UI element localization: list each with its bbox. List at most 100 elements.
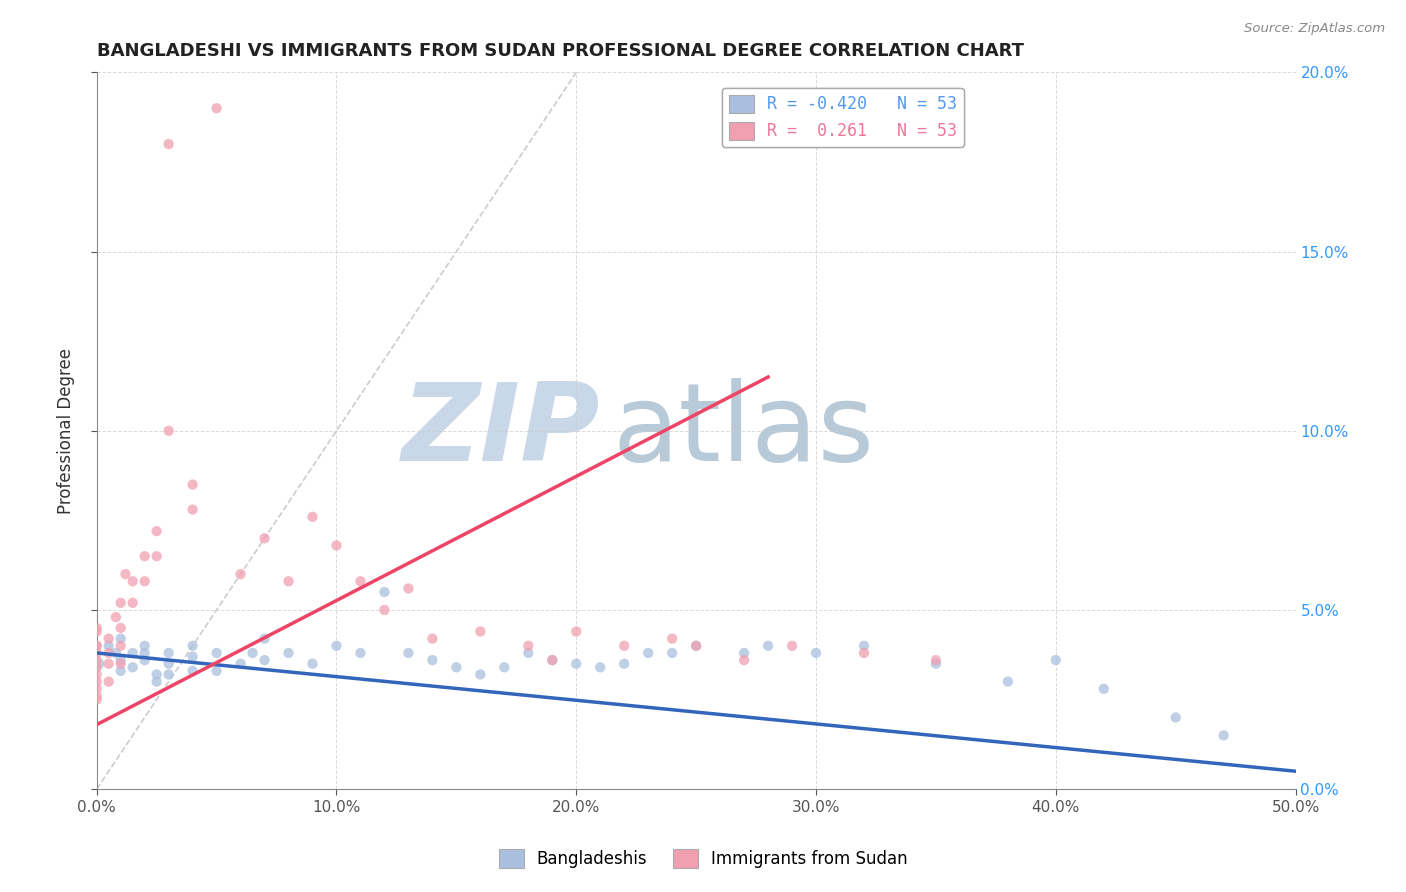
Point [110, 653, 132, 667]
Point [86, 674, 108, 689]
Point [396, 646, 419, 660]
Point [121, 574, 143, 589]
Point [349, 646, 371, 660]
Point [157, 646, 180, 660]
Point [205, 664, 228, 678]
Point [277, 574, 299, 589]
Point [86, 639, 108, 653]
Point [373, 603, 395, 617]
Point [157, 657, 180, 671]
Point [685, 639, 707, 653]
Point [422, 632, 444, 646]
Point [301, 657, 323, 671]
Point [242, 646, 264, 660]
Point [733, 653, 755, 667]
Point [661, 646, 683, 660]
Point [733, 646, 755, 660]
Point [134, 639, 156, 653]
Point [181, 664, 204, 678]
Point [396, 582, 419, 596]
Point [181, 502, 204, 516]
Point [613, 657, 636, 671]
Point [1164, 710, 1187, 724]
Point [134, 574, 156, 589]
Point [86, 692, 108, 706]
Point [1212, 728, 1234, 742]
Point [157, 424, 180, 438]
Point [565, 657, 588, 671]
Point [780, 639, 803, 653]
Point [157, 667, 180, 681]
Point [97, 639, 120, 653]
Point [86, 681, 108, 696]
Point [637, 646, 659, 660]
Legend: R = -0.420   N = 53, R =  0.261   N = 53: R = -0.420 N = 53, R = 0.261 N = 53 [721, 88, 963, 147]
Point [325, 539, 347, 553]
Point [110, 621, 132, 635]
Point [253, 531, 276, 545]
Point [1045, 653, 1067, 667]
Point [565, 624, 588, 639]
Point [121, 660, 143, 674]
Point [517, 646, 540, 660]
Text: BANGLADESHI VS IMMIGRANTS FROM SUDAN PROFESSIONAL DEGREE CORRELATION CHART: BANGLADESHI VS IMMIGRANTS FROM SUDAN PRO… [97, 42, 1024, 60]
Point [349, 574, 371, 589]
Point [104, 610, 127, 624]
Point [422, 653, 444, 667]
Point [661, 632, 683, 646]
Point [853, 639, 876, 653]
Text: atlas: atlas [612, 378, 875, 483]
Point [86, 646, 108, 660]
Point [86, 624, 108, 639]
Point [301, 509, 323, 524]
Point [145, 549, 167, 564]
Point [253, 632, 276, 646]
Point [110, 639, 132, 653]
Point [157, 137, 180, 152]
Point [134, 653, 156, 667]
Point [181, 649, 204, 664]
Point [229, 567, 252, 582]
Point [87, 657, 110, 671]
Point [373, 585, 395, 599]
Point [446, 660, 468, 674]
Point [470, 624, 492, 639]
Point [121, 596, 143, 610]
Text: ZIP: ZIP [402, 378, 600, 483]
Point [134, 646, 156, 660]
Point [804, 646, 827, 660]
Y-axis label: Professional Degree: Professional Degree [58, 348, 75, 514]
Point [86, 653, 108, 667]
Point [86, 689, 108, 703]
Point [145, 667, 167, 681]
Point [121, 646, 143, 660]
Point [97, 674, 120, 689]
Point [205, 101, 228, 115]
Point [86, 667, 108, 681]
Point [325, 639, 347, 653]
Point [145, 674, 167, 689]
Point [613, 639, 636, 653]
Point [110, 664, 132, 678]
Point [756, 639, 779, 653]
Point [925, 657, 948, 671]
Point [110, 596, 132, 610]
Point [925, 653, 948, 667]
Point [97, 632, 120, 646]
Point [181, 477, 204, 491]
Legend: Bangladeshis, Immigrants from Sudan: Bangladeshis, Immigrants from Sudan [492, 843, 914, 875]
Point [97, 657, 120, 671]
Point [86, 660, 108, 674]
Point [145, 524, 167, 538]
Point [229, 657, 252, 671]
Point [253, 653, 276, 667]
Point [86, 621, 108, 635]
Point [104, 646, 127, 660]
Point [1092, 681, 1115, 696]
Point [853, 646, 876, 660]
Point [181, 639, 204, 653]
Point [205, 646, 228, 660]
Point [517, 639, 540, 653]
Point [685, 639, 707, 653]
Point [114, 567, 136, 582]
